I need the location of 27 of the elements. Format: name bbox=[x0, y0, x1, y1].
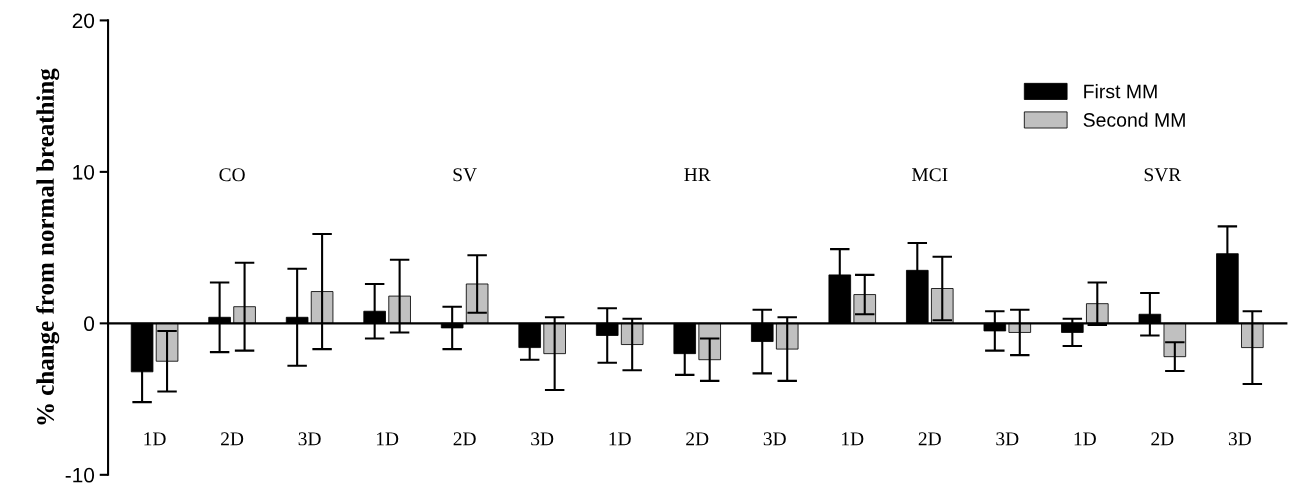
x-tick-label: 3D bbox=[763, 432, 786, 446]
annotation: SVR bbox=[1144, 168, 1182, 182]
y-axis-title: % change from normal breathing bbox=[36, 68, 60, 425]
y-tick-label: -10 bbox=[65, 467, 95, 483]
y-tick-label: 20 bbox=[72, 13, 95, 29]
annotation: SV bbox=[453, 168, 477, 182]
legend-label: First MM bbox=[1084, 84, 1157, 99]
x-tick-label: 2D bbox=[221, 432, 244, 446]
x-tick-label: 3D bbox=[1228, 432, 1251, 446]
y-tick-label: 10 bbox=[73, 164, 95, 180]
x-tick-label: 1D bbox=[842, 432, 864, 446]
legend-label: Second MM bbox=[1083, 112, 1185, 127]
x-tick-label: 1D bbox=[1074, 432, 1096, 446]
x-tick-label: 3D bbox=[298, 432, 321, 446]
annotation: MCI bbox=[911, 168, 948, 182]
annotation: CO bbox=[219, 168, 245, 182]
annotation: HR bbox=[684, 168, 711, 182]
x-tick-label: 3D bbox=[996, 432, 1019, 446]
x-tick-label: 2D bbox=[686, 432, 709, 446]
x-tick-label: 3D bbox=[531, 432, 554, 446]
x-tick-label: 2D bbox=[918, 432, 941, 446]
x-tick-label: 2D bbox=[453, 432, 476, 446]
x-tick-label: 1D bbox=[376, 432, 399, 446]
x-tick-label: 1D bbox=[144, 432, 166, 446]
x-tick-label: 2D bbox=[1151, 432, 1174, 446]
y-tick-label: 0 bbox=[84, 316, 95, 332]
x-tick-label: 1D bbox=[609, 432, 631, 446]
